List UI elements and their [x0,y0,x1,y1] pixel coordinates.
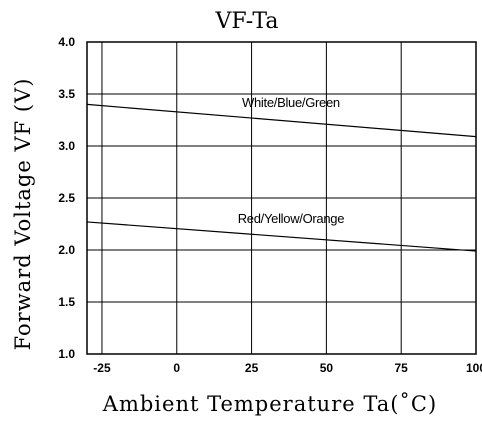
series-label-2: Red/Yellow/Orange [238,211,345,226]
series-labels: White/Blue/Green Red/Yellow/Orange [238,95,345,226]
x-tick-label: -25 [93,361,111,375]
y-tick-label: 2.0 [58,243,75,257]
chart-title: VF-Ta [215,9,279,34]
grid [87,41,477,355]
y-tick-label: 3.0 [58,139,75,153]
y-axis-label: Forward Voltage VF (V) [11,78,35,351]
x-tick-label: 25 [245,361,259,375]
y-tick-label: 2.5 [58,191,75,205]
series-line-1 [86,103,477,138]
series-label-1: White/Blue/Green [242,95,340,110]
x-tick-label: 50 [320,361,334,375]
y-axis-ticks: 1.0 1.5 2.0 2.5 3.0 3.5 4.0 [58,35,75,361]
y-tick-label: 1.0 [58,347,75,361]
series-group [86,103,477,252]
y-tick-label: 3.5 [58,87,75,101]
x-tick-label: 100 [466,361,482,375]
x-tick-label: 0 [173,361,180,375]
plot-frame [86,41,477,355]
y-tick-label: 4.0 [58,35,75,49]
x-axis-label: Ambient Temperature Ta(˚C) [102,392,437,416]
y-tick-label: 1.5 [58,295,75,309]
series-line-2 [86,221,477,252]
x-axis-ticks: -25 0 25 50 75 100 [93,361,482,375]
x-tick-label: 75 [395,361,409,375]
